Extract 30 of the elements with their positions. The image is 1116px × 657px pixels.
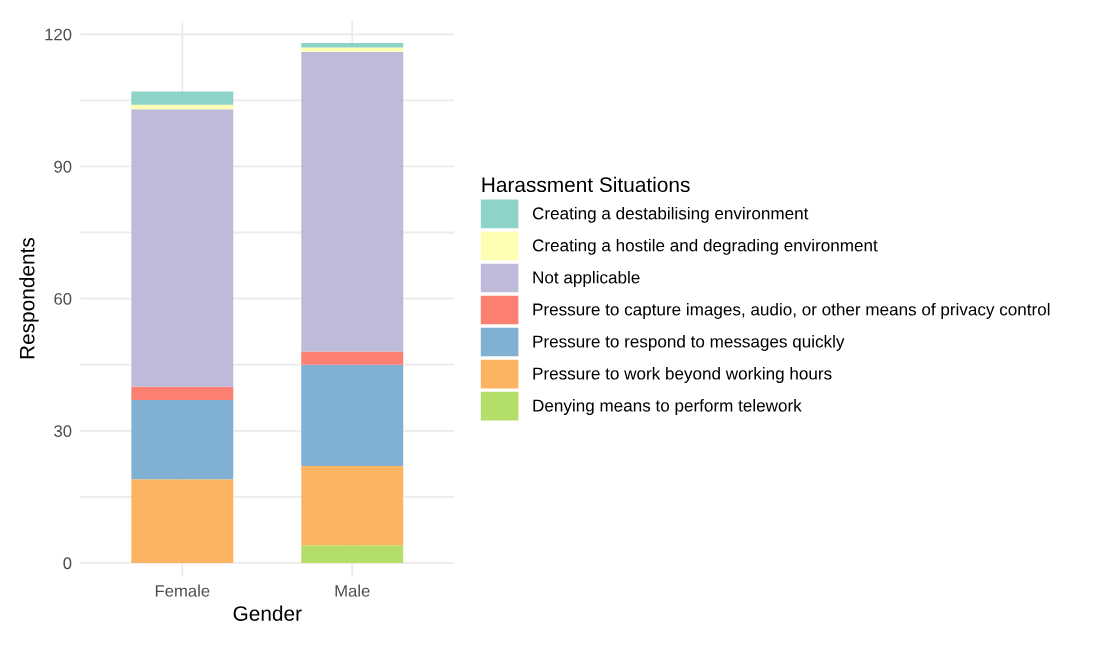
y-axis-title: Respondents [19,237,39,359]
x-tick-label: Female [155,584,210,597]
bar [131,399,234,480]
y-tick-label: 120 [45,28,72,41]
bar [131,386,234,400]
legend-label: Denying means to perform telework [533,399,802,415]
y-tick-label: 60 [54,293,72,305]
x-axis-title: Gender [233,605,302,621]
y-tick-label: 30 [54,425,72,437]
y-tick-label: 0 [63,557,72,570]
bar [131,91,234,105]
legend-label: Not applicable [533,270,640,287]
legend-label: Creating a destabilising environment [532,206,809,223]
bar [131,104,234,110]
bar [301,51,404,352]
bar [131,479,234,563]
legend-label: Pressure to capture images, audio, or other means of privacy control [533,302,1050,319]
bar [301,466,404,546]
bar [131,109,234,387]
legend-label: Pressure to respond to messages quickly [533,335,845,351]
bar [301,364,404,467]
legend-label: Pressure to work beyond working hours [533,367,832,383]
bar [301,351,404,365]
bar [301,43,404,48]
x-tick-label: Male [335,584,370,597]
bar [301,47,404,52]
y-tick-label: 90 [54,160,72,173]
legend-title: Harassment Situations [482,176,690,193]
legend-label: Creating a hostile and degrading environment [532,238,878,255]
bar [301,545,404,563]
